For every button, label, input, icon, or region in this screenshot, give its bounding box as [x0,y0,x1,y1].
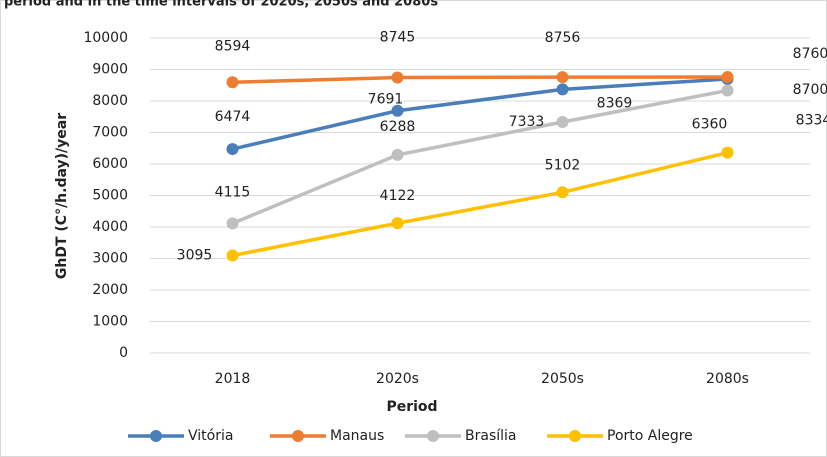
y-tick-label: 2000 [92,282,128,298]
y-tick-label: 5000 [92,188,128,204]
series-line [231,88,728,225]
legend-marker [292,430,304,442]
data-point [226,217,239,230]
data-label: 3095 [177,248,213,264]
data-point [226,143,239,156]
data-label: 8334 [796,112,827,128]
data-label: 4122 [380,188,416,204]
data-label: 8594 [215,38,251,54]
data-point [391,71,404,84]
legend-label: Manaus [330,428,384,444]
data-label: 6360 [692,117,728,133]
data-point [556,83,569,96]
data-point [391,104,404,117]
y-tick-label: 7000 [92,125,128,141]
data-label: 8700 [793,82,827,98]
legend-label: Brasília [465,428,516,444]
x-tick-label: 2020s [376,371,419,387]
data-point [721,71,734,84]
data-label: 7333 [509,114,545,130]
data-label: 6288 [380,119,416,135]
series-line [232,77,728,151]
legend-label: Vitória [188,428,233,444]
y-tick-label: 6000 [92,156,128,172]
data-point [556,186,569,199]
legend-label: Porto Alegre [607,428,693,444]
data-point [391,148,404,161]
y-tick-label: 1000 [92,314,128,330]
y-tick-label: 8000 [92,93,128,109]
data-point [721,146,734,159]
legend-marker [150,430,162,442]
data-label: 5102 [545,157,581,173]
x-tick-label: 2018 [215,371,251,387]
series-line [232,75,728,85]
data-point [226,249,239,262]
data-point [391,217,404,230]
data-label: 7691 [368,92,404,108]
legend-marker [427,430,439,442]
y-axis-title: GhDT (C°/h.day)/year [54,113,70,279]
y-tick-label: 0 [119,345,128,361]
legend-marker [569,430,581,442]
data-point [556,116,569,129]
data-label: 8745 [380,30,416,46]
chart-title: period and in the time intervals of 2020… [4,0,438,10]
x-tick-label: 2080s [706,371,749,387]
y-tick-label: 4000 [92,219,128,235]
data-point [556,71,569,84]
y-tick-label: 10000 [83,30,128,46]
y-tick-label: 3000 [92,251,128,267]
y-tick-label: 9000 [92,62,128,78]
data-label: 6474 [215,109,251,125]
series-line [232,150,728,258]
data-label: 8756 [545,30,581,46]
data-point [226,76,239,89]
data-label: 8760 [793,46,827,62]
x-axis-title: Period [386,399,437,415]
x-tick-label: 2050s [541,371,584,387]
data-label: 4115 [215,184,251,200]
data-label: 8369 [597,95,633,111]
data-point [721,84,734,97]
